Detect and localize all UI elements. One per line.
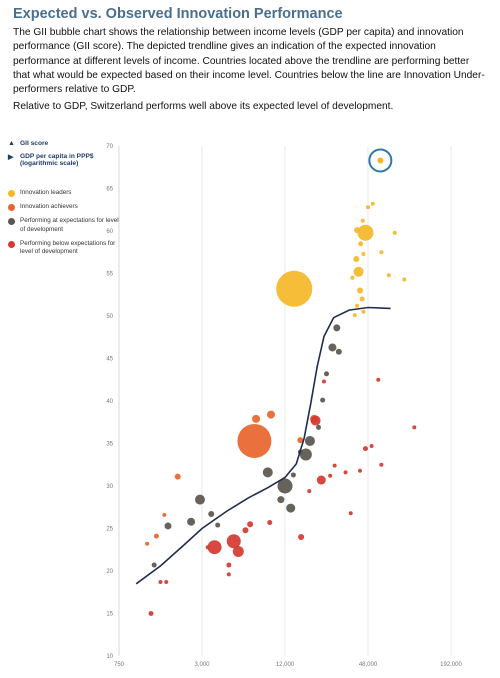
y-tick-label: 15 (106, 612, 113, 618)
data-point (328, 474, 332, 478)
data-point (298, 534, 304, 540)
data-point (286, 504, 295, 513)
data-point (162, 513, 166, 517)
x-tick-label: 192,000 (440, 662, 462, 668)
data-point (336, 349, 342, 355)
data-point (206, 545, 210, 549)
x-tick-label: 3,000 (194, 662, 210, 668)
data-point (164, 580, 168, 584)
data-point (412, 425, 416, 429)
data-point (149, 611, 154, 616)
data-point (361, 219, 365, 223)
data-point (363, 446, 368, 451)
y-tick-label: 70 (106, 144, 113, 150)
data-point (333, 324, 340, 331)
data-point (226, 563, 231, 568)
data-point (379, 250, 383, 254)
data-point (371, 202, 375, 206)
data-point (354, 227, 360, 233)
y-tick-label: 10 (106, 654, 113, 660)
y-tick-label: 40 (106, 399, 113, 405)
data-point (154, 534, 159, 539)
data-point (152, 563, 157, 568)
data-point (322, 379, 326, 383)
data-point (277, 496, 284, 503)
data-point (358, 241, 363, 246)
x-tick-label: 750 (114, 662, 125, 668)
data-point (187, 518, 195, 526)
y-tick-label: 25 (106, 527, 113, 533)
y-tick-label: 65 (106, 187, 113, 193)
data-point (320, 398, 325, 403)
data-point (233, 546, 244, 557)
data-point (402, 277, 406, 281)
data-point (276, 271, 312, 307)
data-point (291, 472, 296, 477)
data-point (376, 378, 380, 382)
data-point (361, 252, 365, 256)
y-tick-label: 45 (106, 357, 113, 363)
data-point (316, 425, 321, 430)
data-point (227, 572, 231, 576)
data-point (307, 489, 311, 493)
data-point (333, 464, 337, 468)
data-point (317, 476, 326, 485)
data-point (379, 463, 383, 467)
data-point (349, 511, 353, 515)
data-point (242, 527, 248, 533)
data-point (350, 276, 354, 280)
y-tick-label: 20 (106, 569, 113, 575)
data-point (195, 495, 205, 505)
data-point (354, 267, 364, 277)
data-point (247, 521, 253, 527)
x-tick-label: 12,000 (276, 662, 295, 668)
data-point (311, 416, 321, 426)
data-point (324, 371, 329, 376)
data-point (164, 522, 171, 529)
data-point (159, 580, 163, 584)
x-tick-label: 48,000 (359, 662, 378, 668)
data-point (252, 415, 260, 423)
data-point (328, 343, 336, 351)
data-point (145, 542, 149, 546)
data-point (393, 231, 397, 235)
data-point (387, 273, 391, 277)
data-point (353, 313, 357, 317)
data-point (361, 310, 365, 314)
data-point (366, 205, 370, 209)
data-point (344, 470, 348, 474)
data-point (267, 520, 272, 525)
data-point (267, 411, 275, 419)
data-point (353, 256, 359, 262)
y-tick-label: 30 (106, 484, 113, 490)
data-point (355, 304, 359, 308)
y-tick-label: 35 (106, 442, 113, 448)
data-point (377, 157, 383, 163)
data-point (208, 511, 214, 517)
data-point (357, 288, 363, 294)
data-point (237, 424, 271, 458)
y-tick-label: 50 (106, 314, 113, 320)
data-point (357, 225, 373, 241)
data-point (370, 444, 374, 448)
data-point (305, 436, 315, 446)
data-point (175, 474, 181, 480)
data-point (358, 469, 362, 473)
y-tick-label: 55 (106, 272, 113, 278)
y-tick-label: 60 (106, 229, 113, 235)
data-point (360, 297, 365, 302)
data-point (263, 467, 273, 477)
data-point (215, 523, 220, 528)
